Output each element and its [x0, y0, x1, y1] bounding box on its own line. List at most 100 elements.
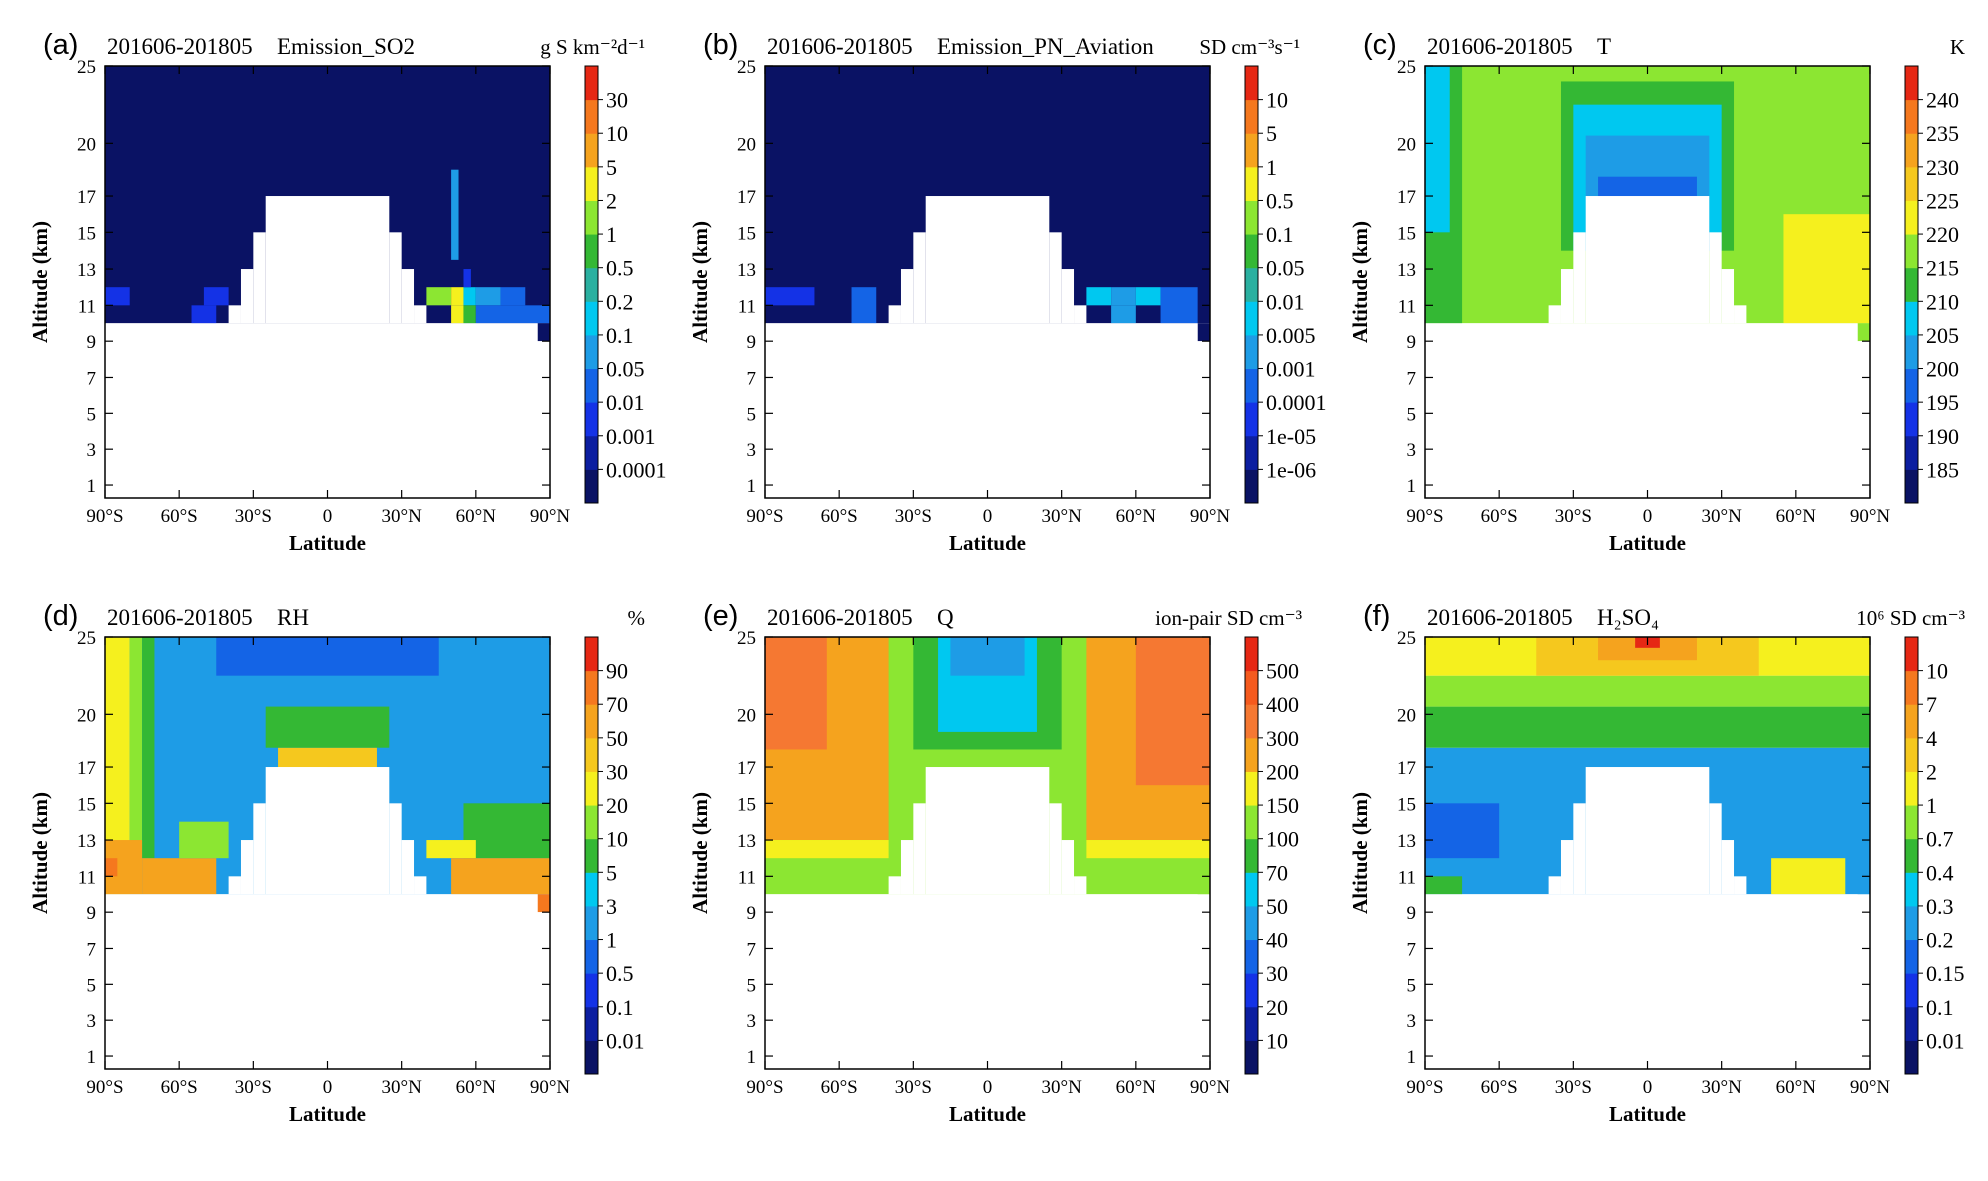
heatmap-cell [426, 287, 452, 306]
x-tick-label: 60°S [161, 1077, 198, 1098]
colorbar-cell [585, 838, 598, 873]
y-tick-label: 1 [87, 1047, 97, 1068]
x-tick-label: 90°N [1190, 506, 1231, 527]
x-tick-label: 0 [983, 506, 993, 527]
x-axis-label: Latitude [289, 1102, 366, 1126]
colorbar-cell [1905, 99, 1918, 134]
colorbar-label: 210 [1926, 289, 1959, 314]
panel-variable: H₂SO₄ [1597, 605, 1659, 630]
x-tick-label: 30°S [1555, 1077, 1592, 1098]
y-tick-label: 11 [738, 296, 756, 317]
colorbar-frame [584, 636, 599, 1075]
y-tick-label: 15 [1397, 223, 1416, 244]
colorbar-label: 0.1 [1926, 995, 1954, 1020]
colorbar-label: 5 [606, 860, 617, 885]
colorbar-cell [585, 973, 598, 1008]
panel-label: (d) [43, 600, 78, 632]
y-tick-label: 13 [77, 260, 96, 281]
colorbar-cell [1905, 435, 1918, 470]
panel-label: (b) [703, 29, 738, 61]
y-tick-label: 7 [1407, 368, 1417, 389]
colorbar-label: 0.5 [606, 961, 634, 986]
panel-variable: Emission_SO2 [277, 34, 415, 59]
colorbar-cell [1905, 368, 1918, 403]
colorbar-frame [1904, 65, 1919, 504]
heatmap-cell [1160, 287, 1198, 324]
heatmap-cell [475, 287, 501, 306]
colorbar-label: 30 [1266, 961, 1288, 986]
y-tick-label: 15 [737, 794, 756, 815]
colorbar-cell [585, 435, 598, 470]
mask-region [1548, 305, 1561, 324]
colorbar-cell [1245, 402, 1258, 437]
x-tick-label: 60°N [1116, 1077, 1157, 1098]
mask-region [1061, 840, 1075, 895]
heatmap-cell [1425, 706, 1870, 748]
y-tick-label: 20 [1397, 705, 1416, 726]
panel-label: (f) [1363, 600, 1390, 632]
mask-region [105, 894, 538, 1069]
mask-region [1560, 269, 1574, 324]
heatmap-cell [451, 287, 464, 306]
mask-region [1074, 876, 1087, 895]
mask-region [1721, 269, 1735, 324]
x-tick-label: 60°S [161, 506, 198, 527]
y-tick-label: 5 [747, 404, 757, 425]
colorbar-label: 0.05 [1266, 256, 1305, 281]
y-tick-label: 9 [747, 332, 757, 353]
colorbar-cell [1905, 737, 1918, 772]
panel-variable: T [1597, 34, 1611, 59]
colorbar-cell [1905, 771, 1918, 806]
panel-period: 201606-201805 [1427, 605, 1573, 630]
colorbar-label: 1 [606, 222, 617, 247]
x-tick-label: 90°N [530, 1077, 571, 1098]
colorbar-cell [1905, 301, 1918, 336]
y-axis-label: Altitude (km) [28, 792, 52, 914]
colorbar-label: 3 [606, 894, 617, 919]
heatmap-cell [475, 305, 550, 324]
colorbar-label: 0.4 [1926, 860, 1954, 885]
y-tick-label: 20 [737, 705, 756, 726]
heatmap-cell [463, 803, 550, 859]
mask-region [414, 305, 427, 324]
x-tick-label: 90°S [1406, 506, 1443, 527]
heatmap-cell [1111, 287, 1136, 306]
heatmap-cell [1135, 287, 1161, 306]
y-tick-label: 5 [1407, 404, 1417, 425]
colorbar-label: 0.7 [1926, 827, 1954, 852]
colorbar-label: 0.001 [606, 424, 656, 449]
heatmap-cell [265, 706, 390, 748]
y-tick-label: 9 [747, 903, 757, 924]
colorbar-cell [1905, 200, 1918, 235]
colorbar-cell [1905, 1040, 1918, 1075]
colorbar-cell [1245, 435, 1258, 470]
y-tick-label: 17 [1397, 187, 1416, 208]
heatmap-cell [765, 840, 889, 859]
x-tick-label: 60°S [1481, 1077, 1518, 1098]
mask-region [1709, 803, 1722, 895]
colorbar-cell [1245, 267, 1258, 302]
mask-region [1585, 767, 1710, 895]
colorbar-label: 205 [1926, 323, 1959, 348]
colorbar-frame [584, 65, 599, 504]
y-tick-label: 7 [87, 939, 97, 960]
colorbar-cell [1245, 704, 1258, 739]
y-axis-label: Altitude (km) [688, 792, 712, 914]
x-tick-label: 60°N [1116, 506, 1157, 527]
mask-region [888, 876, 901, 895]
panel-period: 201606-201805 [107, 605, 253, 630]
x-axis-label: Latitude [949, 1102, 1026, 1126]
heatmap-cell [426, 840, 476, 859]
colorbar-label: 5 [606, 155, 617, 180]
colorbar-cell [1245, 133, 1258, 168]
colorbar-cell [585, 1006, 598, 1041]
colorbar-label: 10 [606, 121, 628, 146]
heatmap-cell [500, 287, 526, 306]
heatmap-cell [142, 637, 155, 859]
y-tick-label: 9 [1407, 903, 1417, 924]
colorbar-cell [585, 99, 598, 134]
colorbar-label: 30 [606, 88, 628, 113]
panel-label: (c) [1363, 29, 1397, 61]
panel-label: (a) [43, 29, 78, 61]
